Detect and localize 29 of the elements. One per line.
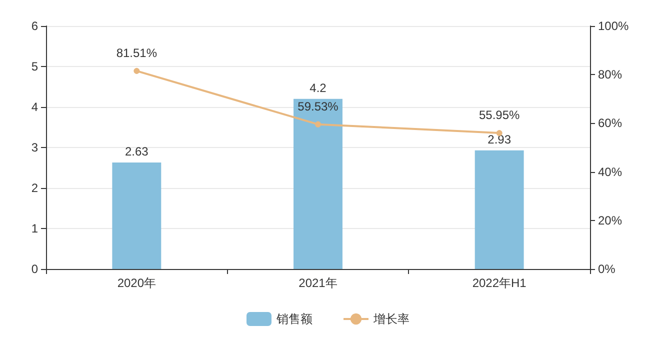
bar bbox=[474, 150, 524, 269]
y-tick-label: 0 bbox=[31, 262, 38, 276]
y-tick-label: 5 bbox=[31, 60, 38, 74]
y-tick-label: 6 bbox=[31, 19, 38, 33]
data-label: 59.53% bbox=[298, 99, 339, 114]
data-label: 2.63 bbox=[124, 144, 149, 158]
x-tick-label: 2020年 bbox=[117, 276, 156, 290]
x-tick-label: 2021年 bbox=[298, 276, 338, 290]
y2-tick-label: 100% bbox=[598, 19, 630, 33]
y2-tick-label: 20% bbox=[598, 213, 622, 228]
data-label: 81.51% bbox=[116, 46, 158, 60]
y2-tick-label: 80% bbox=[598, 68, 622, 82]
legend-label: 增长率 bbox=[372, 312, 410, 326]
y2-tick-label: 0% bbox=[598, 262, 616, 276]
y-tick-label: 4 bbox=[31, 100, 38, 114]
y2-tick-label: 60% bbox=[598, 116, 622, 130]
data-label: 55.95% bbox=[478, 108, 520, 122]
x-tick-label: 2022年H1 bbox=[472, 276, 527, 290]
data-label: 4.2 bbox=[310, 80, 327, 95]
bar bbox=[112, 162, 162, 269]
y-tick-label: 3 bbox=[31, 140, 38, 154]
y2-tick-label: 40% bbox=[598, 164, 622, 179]
point bbox=[315, 121, 321, 128]
legend-label: 销售额 bbox=[276, 312, 312, 326]
y-tick-label: 2 bbox=[31, 181, 38, 195]
y-tick-label: 1 bbox=[31, 222, 38, 236]
point bbox=[134, 68, 140, 74]
data-label: 2.93 bbox=[488, 132, 512, 146]
bar bbox=[294, 98, 342, 269]
